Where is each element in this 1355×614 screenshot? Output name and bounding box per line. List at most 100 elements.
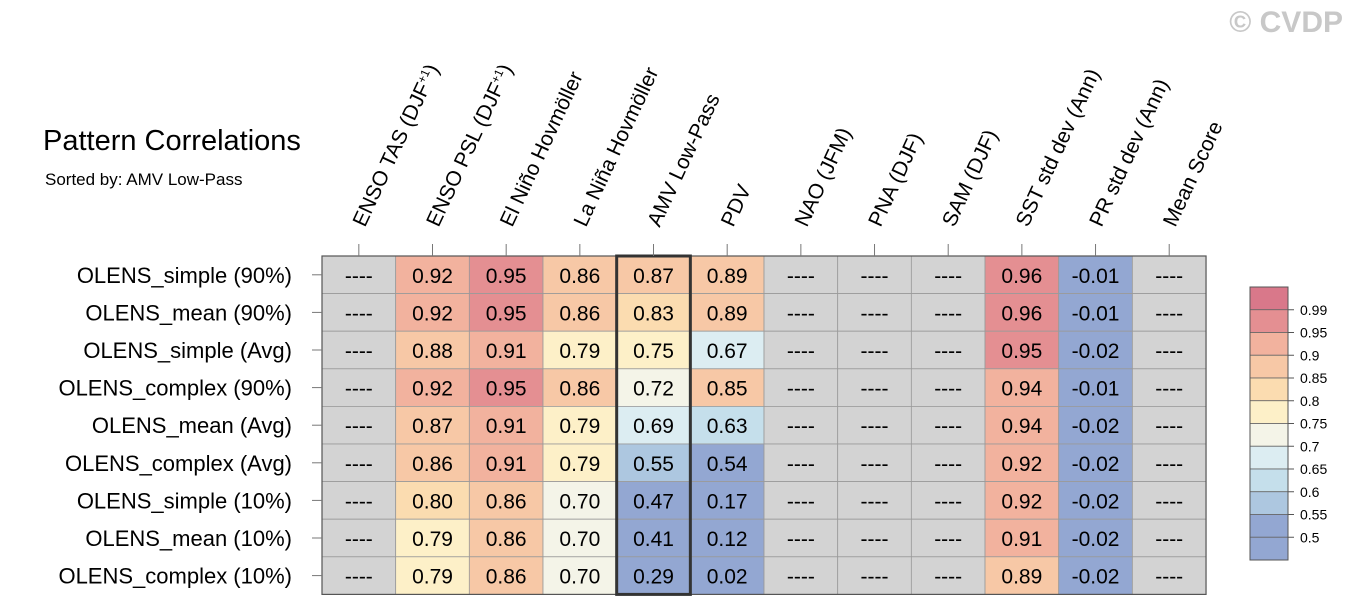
colorbar-tick-label: 0.9 (1300, 347, 1320, 363)
heatmap-cell (1131, 405, 1207, 445)
colorbar-tick-label: 0.65 (1300, 461, 1327, 477)
heatmap-cell (321, 556, 397, 595)
heatmap-cell (542, 556, 618, 595)
cell-value: -0.01 (1072, 378, 1120, 401)
heatmap-cell (984, 330, 1060, 370)
cell-value: 0.92 (412, 265, 453, 288)
heatmap-cell (910, 518, 986, 558)
heatmap-cell (837, 255, 912, 294)
colorbar-tick-label: 0.8 (1300, 393, 1320, 409)
cell-value: 0.72 (633, 378, 674, 401)
cell-value: ---- (934, 415, 962, 438)
cell-value: 0.79 (412, 528, 453, 551)
heatmap-cell (1058, 368, 1133, 407)
row-label: OLENS_mean (90%) (85, 300, 292, 325)
heatmap-cell (321, 293, 397, 332)
heatmap-cell (1058, 293, 1133, 332)
heatmap-cell (1131, 556, 1207, 595)
row-label: OLENS_simple (90%) (77, 263, 292, 288)
column-label: PDV (717, 181, 756, 230)
colorbar-swatch (1249, 309, 1289, 333)
cell-value: 0.89 (707, 302, 748, 325)
cell-value: 0.69 (633, 415, 674, 438)
heatmap-cell (542, 330, 618, 370)
heatmap-cell (616, 518, 691, 558)
cell-value: 0.86 (486, 566, 527, 589)
heatmap-cell (689, 443, 765, 482)
heatmap-cell (395, 481, 470, 520)
heatmap-cell (1058, 481, 1133, 520)
cell-value: 0.70 (559, 490, 600, 513)
heatmap-cell (321, 330, 397, 370)
cell-value: -0.01 (1072, 302, 1120, 325)
cell-value: -0.01 (1072, 265, 1120, 288)
cell-value: 0.86 (486, 528, 527, 551)
heatmap-cell (1131, 518, 1207, 558)
cell-value: ---- (861, 490, 889, 513)
heatmap-cell (468, 330, 544, 370)
cell-value: ---- (1155, 566, 1183, 589)
heatmap-cell (689, 481, 765, 520)
cell-value: 0.29 (633, 566, 674, 589)
cell-value: 0.79 (559, 415, 600, 438)
cell-value: ---- (934, 490, 962, 513)
cell-value: ---- (787, 378, 815, 401)
cell-value: 0.91 (486, 453, 527, 476)
cell-value: 0.79 (412, 566, 453, 589)
heatmap-cell (763, 368, 839, 407)
cell-value: 0.47 (633, 490, 674, 513)
heatmap-cell (1058, 443, 1133, 482)
cell-value: 0.54 (707, 453, 748, 476)
cell-value: ---- (345, 378, 373, 401)
heatmap-cell (910, 443, 986, 482)
cell-value: ---- (861, 453, 889, 476)
cell-value: ---- (934, 340, 962, 363)
cell-value: ---- (934, 378, 962, 401)
cell-value: 0.86 (559, 302, 600, 325)
cell-value: ---- (345, 415, 373, 438)
cell-value: 0.87 (633, 265, 674, 288)
heatmap-cell (1058, 556, 1133, 595)
cell-value: ---- (787, 265, 815, 288)
heatmap-cell (763, 443, 839, 482)
cell-value: ---- (1155, 528, 1183, 551)
heatmap-cell (689, 293, 765, 332)
cell-value: 0.87 (412, 415, 453, 438)
cell-value: ---- (787, 566, 815, 589)
colorbar-tick-label: 0.55 (1300, 507, 1327, 523)
cell-value: 0.92 (412, 378, 453, 401)
heatmap-cell (321, 368, 397, 407)
cell-value: 0.67 (707, 340, 748, 363)
cell-value: -0.02 (1072, 566, 1120, 589)
chart-subtitle: Sorted by: AMV Low-Pass (45, 170, 243, 189)
colorbar-tick-label: 0.95 (1300, 325, 1327, 341)
heatmap-cell (1131, 330, 1207, 370)
cell-value: 0.91 (1001, 528, 1042, 551)
cell-value: 0.85 (707, 378, 748, 401)
cell-value: ---- (1155, 340, 1183, 363)
cell-value: ---- (787, 453, 815, 476)
cell-value: 0.80 (412, 490, 453, 513)
cell-value: ---- (345, 302, 373, 325)
heatmap-cell (910, 481, 986, 520)
row-label: OLENS_complex (90%) (58, 376, 292, 401)
heatmap-cell (616, 293, 691, 332)
cell-value: -0.02 (1072, 490, 1120, 513)
heatmap-cell (616, 481, 691, 520)
cell-value: 0.95 (486, 265, 527, 288)
cell-value: 0.95 (1001, 340, 1042, 363)
heatmap-cell (837, 405, 912, 445)
colorbar-swatch (1249, 445, 1289, 470)
colorbar-swatch (1249, 423, 1289, 447)
cell-value: 0.83 (633, 302, 674, 325)
heatmap-cell (689, 405, 765, 445)
heatmap-cell (837, 556, 912, 595)
cell-value: 0.92 (1001, 453, 1042, 476)
cell-value: ---- (934, 528, 962, 551)
cell-value: 0.55 (633, 453, 674, 476)
cell-value: ---- (787, 302, 815, 325)
colorbar-swatch (1249, 286, 1289, 311)
heatmap-cell (395, 443, 470, 482)
cell-value: ---- (787, 490, 815, 513)
heatmap-cell (1131, 481, 1207, 520)
